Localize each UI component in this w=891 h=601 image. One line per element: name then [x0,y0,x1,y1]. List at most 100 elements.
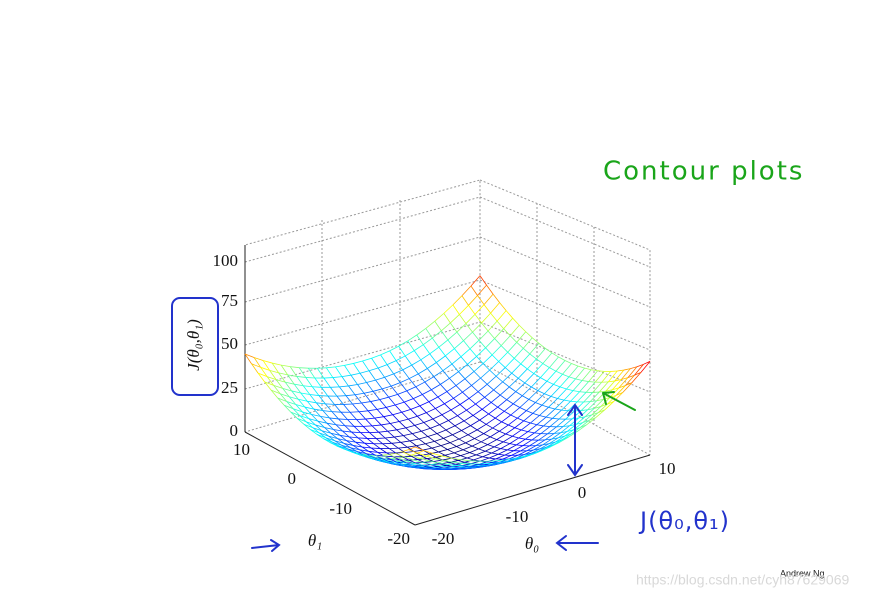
mesh-segment [431,389,439,398]
mesh-segment [490,394,501,403]
mesh-segment [540,367,550,378]
mesh-segment [551,432,561,440]
mesh-segment [388,393,398,398]
mesh-segment [312,386,322,388]
mesh-segment [485,417,496,425]
mesh-segment [598,381,609,393]
mesh-segment [490,436,497,440]
mesh-segment [436,362,444,371]
mesh-segment [483,293,494,305]
mesh-segment [423,418,434,423]
mesh-segment [416,443,426,447]
mesh-segment [428,396,439,403]
mesh-segment [403,433,413,436]
mesh-segment [517,368,528,379]
theta1-tick-label: -20 [387,529,410,548]
mesh-segment [421,430,429,437]
mesh-segment [324,427,334,430]
mesh-segment [475,396,485,405]
mesh-segment [497,406,505,412]
mesh-segment [605,389,613,392]
mesh-segment [546,370,557,382]
mesh-segment [471,445,479,450]
mesh-segment [505,433,513,437]
mesh-segment [533,363,544,374]
mesh-segment [313,408,321,417]
mesh-segment [404,456,414,461]
mesh-segment [307,367,316,379]
mesh-segment [420,454,428,460]
mesh-segment [309,394,317,404]
z-tick-label: 25 [221,378,238,397]
mesh-segment [306,421,316,426]
mesh-segment [361,401,371,404]
mesh-segment [472,408,483,416]
mesh-segment [362,426,370,433]
mesh-segment [335,424,346,427]
mesh-segment [499,424,509,432]
mesh-segment [262,360,270,371]
mesh-segment [494,328,504,339]
mesh-segment [403,401,412,410]
mesh-segment [480,369,490,379]
mesh-segment [298,398,308,402]
mesh-segment [575,378,583,381]
mesh-segment [458,434,469,440]
mesh-segment [595,409,606,418]
mesh-segment [321,387,329,397]
mesh-segment [531,386,539,391]
mesh-segment [374,458,384,463]
mesh-segment [563,399,571,402]
mesh-segment [323,438,333,443]
mesh-segment [392,414,400,422]
mesh-segment [472,331,480,341]
mesh-segment [483,433,491,438]
mesh-segment [326,422,334,430]
mesh-segment [596,399,604,402]
mesh-segment [516,438,526,446]
mesh-segment [329,442,340,447]
mesh-segment [550,395,558,399]
mesh-segment [308,418,318,422]
mesh-segment [489,361,499,371]
mesh-segment [437,396,445,405]
mesh-segment [275,379,284,389]
mesh-segment [536,424,544,427]
mesh-segment [450,322,458,333]
mesh-segment [607,370,618,383]
mesh-segment [617,369,624,372]
mesh-segment [542,363,550,368]
mesh-segment [473,371,481,379]
mesh-segment [406,390,414,399]
mesh-segment [537,390,545,395]
mesh-segment [264,381,272,391]
mesh-segment [358,411,366,420]
mesh-segment [456,465,466,467]
mesh-segment [330,387,338,397]
mesh-segment [426,368,435,377]
mesh-segment [483,464,493,466]
mesh-segment [386,364,394,375]
mesh-segment [588,412,599,421]
mesh-segment [383,416,391,424]
mesh-segment [281,364,291,368]
mesh-segment [360,432,368,439]
mesh-segment [476,356,484,364]
mesh-segment [411,359,421,366]
mesh-segment [357,451,367,454]
mesh-segment [401,412,409,420]
mesh-segment [509,437,520,444]
mesh-segment [350,447,360,451]
mesh-segment [287,374,295,385]
mesh-segment [375,376,385,381]
mesh-segment [643,361,651,365]
mesh-segment [349,411,357,420]
mesh-segment [391,443,399,449]
mesh-segment [508,454,519,460]
mesh-segment [380,354,388,365]
mesh-segment [460,452,470,457]
mesh-segment [489,430,500,438]
mesh-segment [347,419,355,427]
mesh-segment [386,360,397,366]
mesh-segment [454,340,464,349]
